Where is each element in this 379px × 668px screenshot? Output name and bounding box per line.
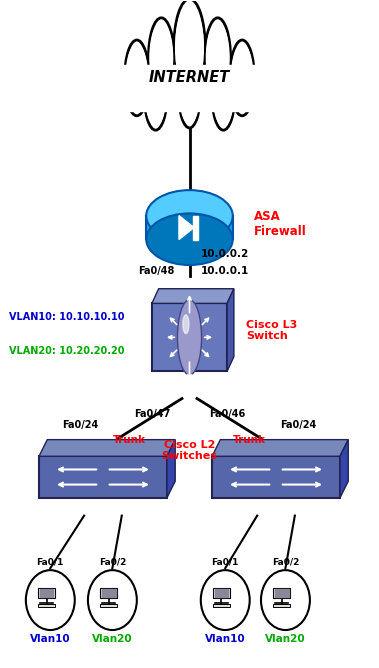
Ellipse shape	[212, 59, 235, 130]
Text: Fa0/1: Fa0/1	[211, 558, 239, 566]
Polygon shape	[167, 440, 175, 498]
Bar	[100, 588, 117, 599]
Bar	[273, 604, 290, 607]
Ellipse shape	[88, 570, 137, 630]
Ellipse shape	[26, 570, 75, 630]
Ellipse shape	[179, 61, 200, 128]
Bar	[122, 65, 257, 111]
Bar	[193, 216, 198, 240]
Polygon shape	[227, 289, 234, 371]
Polygon shape	[39, 440, 175, 456]
Ellipse shape	[183, 315, 189, 333]
Bar	[146, 216, 233, 239]
Text: 10.0.0.2: 10.0.0.2	[201, 249, 249, 259]
Polygon shape	[39, 481, 175, 498]
Ellipse shape	[174, 0, 205, 97]
Bar	[275, 589, 289, 597]
Text: Cisco L2
Switches: Cisco L2 Switches	[161, 440, 218, 461]
Ellipse shape	[201, 570, 250, 630]
Text: Fa0/2: Fa0/2	[272, 558, 299, 566]
Text: Fa0/2: Fa0/2	[99, 558, 126, 566]
Text: VLAN10: 10.10.10.10: VLAN10: 10.10.10.10	[9, 313, 124, 323]
Polygon shape	[152, 289, 234, 303]
Ellipse shape	[175, 5, 204, 91]
Ellipse shape	[213, 63, 233, 126]
Bar	[212, 456, 340, 498]
Ellipse shape	[126, 45, 147, 111]
Bar	[38, 588, 55, 599]
Text: Vlan10: Vlan10	[30, 634, 70, 644]
Ellipse shape	[146, 213, 233, 265]
Ellipse shape	[180, 65, 199, 124]
Ellipse shape	[232, 45, 253, 111]
Ellipse shape	[177, 300, 202, 375]
Text: Fa0/48: Fa0/48	[138, 266, 174, 276]
Polygon shape	[340, 440, 348, 498]
Bar	[215, 589, 229, 597]
Text: Fa0/1: Fa0/1	[37, 558, 64, 566]
Text: ASA
Firewall: ASA Firewall	[254, 210, 306, 238]
Ellipse shape	[150, 23, 172, 94]
Ellipse shape	[149, 18, 174, 98]
Ellipse shape	[146, 190, 233, 242]
Ellipse shape	[146, 63, 166, 126]
Text: Trunk: Trunk	[233, 436, 266, 446]
Bar	[213, 604, 230, 607]
Text: Fa0/46: Fa0/46	[209, 409, 245, 419]
Bar	[39, 589, 53, 597]
Text: 10.0.0.1: 10.0.0.1	[201, 266, 249, 276]
Bar	[38, 604, 55, 607]
Bar	[273, 588, 290, 599]
Polygon shape	[212, 481, 348, 498]
Ellipse shape	[207, 23, 229, 94]
Text: VLAN20: 10.20.20.20: VLAN20: 10.20.20.20	[9, 345, 124, 355]
Text: Fa0/24: Fa0/24	[62, 420, 99, 430]
Ellipse shape	[125, 40, 149, 116]
Text: Cisco L3
Switch: Cisco L3 Switch	[246, 320, 297, 341]
Text: Trunk: Trunk	[113, 436, 146, 446]
Text: INTERNET: INTERNET	[149, 70, 230, 86]
Bar	[152, 303, 227, 371]
Ellipse shape	[205, 18, 230, 98]
Text: Fa0/47: Fa0/47	[134, 409, 170, 419]
Text: Vlan10: Vlan10	[205, 634, 246, 644]
Bar	[39, 456, 167, 498]
Ellipse shape	[144, 59, 167, 130]
Ellipse shape	[261, 570, 310, 630]
Ellipse shape	[230, 40, 254, 116]
Bar	[213, 588, 230, 599]
Bar	[100, 604, 117, 607]
Text: Vlan20: Vlan20	[265, 634, 306, 644]
Bar	[102, 589, 116, 597]
Text: Vlan20: Vlan20	[92, 634, 133, 644]
Text: Fa0/24: Fa0/24	[280, 420, 317, 430]
Polygon shape	[179, 216, 194, 240]
Polygon shape	[212, 440, 348, 456]
